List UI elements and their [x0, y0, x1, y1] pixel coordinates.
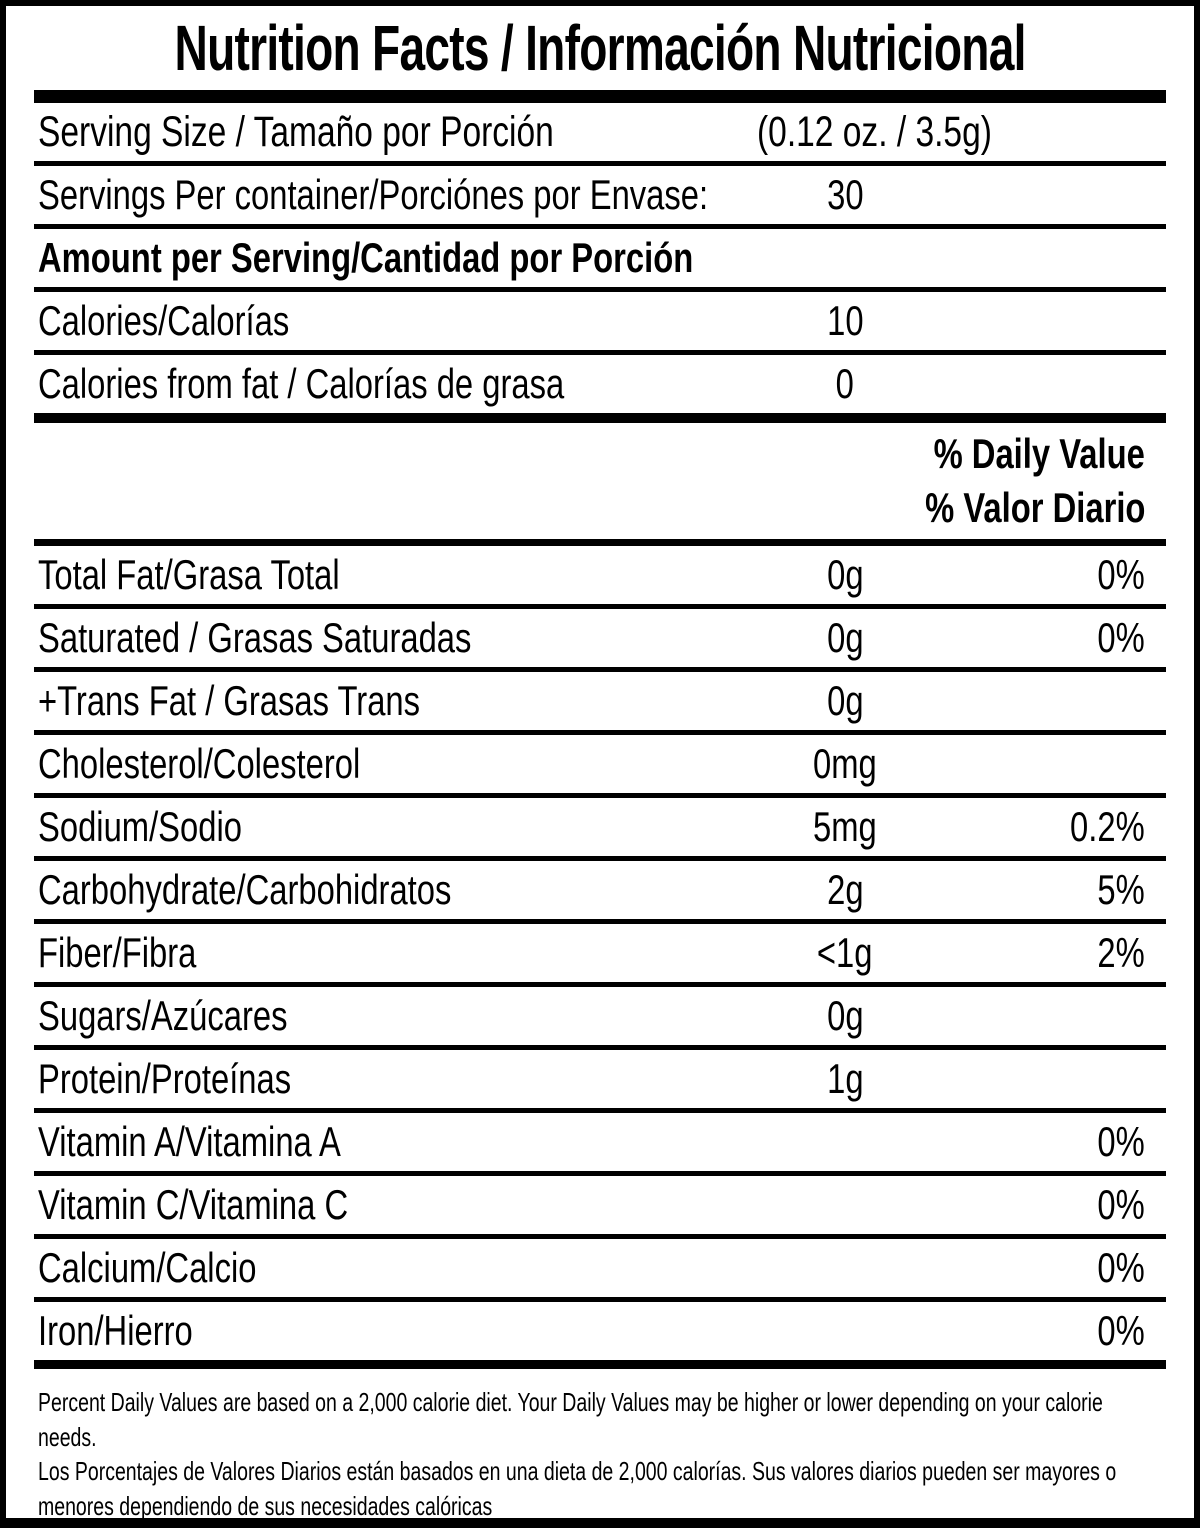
divider	[34, 1045, 1166, 1050]
divider	[34, 793, 1166, 798]
calories-value-cell: 10	[735, 297, 955, 345]
nutrient-label: Calcium/Calcio	[38, 1244, 257, 1291]
footnote-en: Percent Daily Values are based on a 2,00…	[38, 1387, 1103, 1452]
nutrient-row-iron: Iron/Hierro 0%	[6, 1302, 1194, 1360]
nutrient-label: Fiber/Fibra	[38, 929, 197, 976]
calories-label-cell: Calories/Calorías	[38, 297, 735, 345]
amount-per-serving-header-row: Amount per Serving/Cantidad por Porción	[6, 229, 1194, 287]
nutrient-daily-value: 0%	[1097, 1181, 1145, 1228]
nutrient-amount: 0g	[826, 551, 864, 598]
nutrient-daily-value: 0%	[1097, 1307, 1145, 1354]
divider	[34, 350, 1166, 355]
nutrient-label: Carbohydrate/Carbohidratos	[38, 866, 452, 913]
nutrient-label: Protein/Proteínas	[38, 1055, 292, 1102]
divider	[34, 919, 1166, 924]
nutrient-amount: 0mg	[813, 740, 877, 787]
nutrient-label: Vitamin C/Vitamina C	[38, 1181, 349, 1228]
nutrient-label: Iron/Hierro	[38, 1307, 193, 1354]
amount-per-serving-header-cell: Amount per Serving/Cantidad por Porción	[38, 234, 735, 282]
servings-per-container-row: Servings Per container/Porciónes por Env…	[6, 166, 1194, 224]
label-title-text: Nutrition Facts / Información Nutriciona…	[174, 12, 1026, 84]
divider	[34, 224, 1166, 229]
nutrient-amount: 5mg	[813, 803, 877, 850]
nutrient-amount: 0g	[826, 677, 864, 724]
calories-from-fat-value: 0	[835, 360, 855, 407]
calories-label: Calories/Calorías	[38, 297, 290, 344]
divider	[34, 1171, 1166, 1176]
nutrient-label: Sodium/Sodio	[38, 803, 242, 850]
nutrient-row-cholesterol: Cholesterol/Colesterol 0mg	[6, 735, 1194, 793]
divider	[34, 604, 1166, 609]
nutrient-row-vitamin-a: Vitamin A/Vitamina A 0%	[6, 1113, 1194, 1171]
nutrient-daily-value: 2%	[1097, 929, 1145, 976]
divider	[34, 287, 1166, 292]
title-divider-bar	[34, 90, 1166, 103]
servings-per-container-value-cell: 30	[735, 171, 955, 219]
calories-from-fat-value-cell: 0	[735, 360, 955, 408]
footnotes: Percent Daily Values are based on a 2,00…	[6, 1369, 1194, 1521]
nutrient-row-carbohydrate: Carbohydrate/Carbohidratos 2g 5%	[6, 861, 1194, 919]
nutrient-row-sugars: Sugars/Azúcares 0g	[6, 987, 1194, 1045]
nutrient-row-fiber: Fiber/Fibra <1g 2%	[6, 924, 1194, 982]
thick-divider	[34, 1360, 1166, 1369]
nutrient-row-vitamin-c: Vitamin C/Vitamina C 0%	[6, 1176, 1194, 1234]
nutrient-daily-value: 0%	[1097, 551, 1145, 598]
nutrient-amount: <1g	[817, 929, 873, 976]
divider	[34, 1108, 1166, 1113]
nutrient-amount: 0g	[826, 992, 864, 1039]
calories-from-fat-label: Calories from fat / Calorías de grasa	[38, 360, 565, 407]
nutrient-daily-value: 0%	[1097, 1118, 1145, 1165]
nutrient-label: Total Fat/Grasa Total	[38, 551, 340, 598]
calories-from-fat-label-cell: Calories from fat / Calorías de grasa	[38, 360, 735, 408]
nutrient-row-trans-fat: +Trans Fat / Grasas Trans 0g	[6, 672, 1194, 730]
serving-size-label: Serving Size / Tamaño por Porción	[38, 107, 554, 156]
servings-per-container-value: 30	[826, 171, 864, 218]
divider	[34, 856, 1166, 861]
nutrient-row-calcium: Calcium/Calcio 0%	[6, 1239, 1194, 1297]
calories-value: 10	[826, 297, 864, 344]
calories-from-fat-row: Calories from fat / Calorías de grasa 0	[6, 355, 1194, 413]
nutrient-daily-value: 0.2%	[1070, 803, 1145, 850]
label-title: Nutrition Facts / Información Nutriciona…	[6, 6, 1194, 90]
nutrient-label: Cholesterol/Colesterol	[38, 740, 361, 787]
nutrient-amount: 2g	[826, 866, 864, 913]
divider	[34, 1297, 1166, 1302]
nutrient-amount: 1g	[826, 1055, 864, 1102]
divider	[34, 982, 1166, 987]
nutrient-label: Saturated / Grasas Saturadas	[38, 614, 472, 661]
divider	[34, 161, 1166, 166]
nutrient-daily-value: 0%	[1097, 614, 1145, 661]
servings-per-container-label-cell: Servings Per container/Porciónes por Env…	[38, 171, 735, 219]
divider	[34, 667, 1166, 672]
daily-value-header-en: % Daily Value	[933, 429, 1145, 477]
calories-row: Calories/Calorías 10	[6, 292, 1194, 350]
nutrient-label: Vitamin A/Vitamina A	[38, 1118, 341, 1165]
divider	[34, 730, 1166, 735]
footnote-es: Los Porcentajes de Valores Diarios están…	[38, 1456, 1117, 1521]
servings-per-container-label: Servings Per container/Porciónes por Env…	[38, 171, 709, 218]
serving-size-row: Serving Size / Tamaño por Porción (0.12 …	[6, 103, 1194, 161]
serving-size-value: (0.12 oz. / 3.5g)	[757, 107, 993, 156]
nutrient-row-total-fat: Total Fat/Grasa Total 0g 0%	[6, 546, 1194, 604]
nutrient-label: Sugars/Azúcares	[38, 992, 288, 1039]
thick-divider	[34, 413, 1166, 423]
daily-value-header: % Daily Value % Valor Diario	[6, 423, 1194, 539]
nutrient-daily-value: 5%	[1097, 866, 1145, 913]
divider	[34, 1234, 1166, 1239]
daily-value-header-es: % Valor Diario	[924, 484, 1145, 532]
nutrient-daily-value: 0%	[1097, 1244, 1145, 1291]
nutrient-row-sodium: Sodium/Sodio 5mg 0.2%	[6, 798, 1194, 856]
nutrient-amount: 0g	[826, 614, 864, 661]
thick-divider	[34, 539, 1166, 546]
amount-per-serving-header: Amount per Serving/Cantidad por Porción	[38, 234, 694, 281]
nutrient-row-saturated-fat: Saturated / Grasas Saturadas 0g 0%	[6, 609, 1194, 667]
nutrient-label: +Trans Fat / Grasas Trans	[38, 677, 421, 724]
nutrient-row-protein: Protein/Proteínas 1g	[6, 1050, 1194, 1108]
